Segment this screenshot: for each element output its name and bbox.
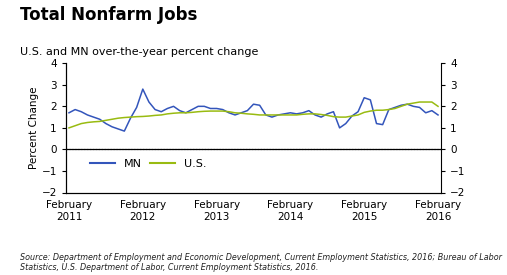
Text: U.S. and MN over-the-year percent change: U.S. and MN over-the-year percent change <box>20 47 259 57</box>
Text: Total Nonfarm Jobs: Total Nonfarm Jobs <box>20 6 198 23</box>
Text: Source: Department of Employment and Economic Development, Current Employment St: Source: Department of Employment and Eco… <box>20 253 502 272</box>
Legend: MN, U.S.: MN, U.S. <box>90 159 206 169</box>
Y-axis label: Percent Change: Percent Change <box>29 87 39 169</box>
